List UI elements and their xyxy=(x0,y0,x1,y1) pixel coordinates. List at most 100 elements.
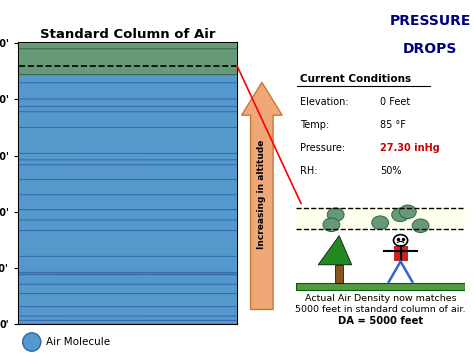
Circle shape xyxy=(0,57,474,83)
Circle shape xyxy=(0,180,474,206)
Circle shape xyxy=(0,230,474,256)
Circle shape xyxy=(0,249,474,275)
Circle shape xyxy=(0,171,474,197)
Circle shape xyxy=(0,227,474,253)
Text: Actual Air Density now matches: Actual Air Density now matches xyxy=(305,294,456,303)
Circle shape xyxy=(0,290,474,316)
Polygon shape xyxy=(318,235,352,265)
Circle shape xyxy=(327,208,344,221)
Circle shape xyxy=(0,41,474,66)
Circle shape xyxy=(0,224,474,249)
Circle shape xyxy=(0,228,474,254)
Circle shape xyxy=(0,239,474,265)
Circle shape xyxy=(0,215,474,241)
Circle shape xyxy=(0,134,474,160)
Circle shape xyxy=(0,65,474,91)
Circle shape xyxy=(0,278,474,304)
Circle shape xyxy=(0,57,474,83)
Circle shape xyxy=(0,110,474,136)
Circle shape xyxy=(0,260,474,286)
Circle shape xyxy=(0,225,474,251)
Circle shape xyxy=(0,258,474,284)
Circle shape xyxy=(0,300,474,326)
Circle shape xyxy=(0,221,474,247)
Circle shape xyxy=(0,220,474,246)
Circle shape xyxy=(0,247,474,273)
Circle shape xyxy=(0,207,474,233)
Circle shape xyxy=(0,95,474,121)
Circle shape xyxy=(0,130,474,156)
Text: 50%: 50% xyxy=(380,166,402,176)
Circle shape xyxy=(0,181,474,207)
Bar xyxy=(19,43,237,66)
Circle shape xyxy=(0,247,474,273)
Bar xyxy=(296,283,465,290)
Circle shape xyxy=(0,211,474,237)
Circle shape xyxy=(0,293,474,319)
Circle shape xyxy=(0,41,474,67)
Circle shape xyxy=(0,152,474,178)
Circle shape xyxy=(23,333,41,351)
Circle shape xyxy=(0,157,474,183)
Circle shape xyxy=(372,216,389,230)
Circle shape xyxy=(0,267,474,293)
Circle shape xyxy=(0,129,474,154)
Circle shape xyxy=(0,282,474,308)
Circle shape xyxy=(0,292,474,318)
Circle shape xyxy=(0,299,474,325)
Circle shape xyxy=(0,226,474,252)
Title: Standard Column of Air: Standard Column of Air xyxy=(40,28,216,41)
Circle shape xyxy=(0,262,474,288)
Circle shape xyxy=(0,185,474,211)
Circle shape xyxy=(0,230,474,256)
Circle shape xyxy=(0,275,474,301)
Text: 0 Feet: 0 Feet xyxy=(380,98,410,108)
Circle shape xyxy=(0,211,474,237)
Circle shape xyxy=(0,37,474,63)
Circle shape xyxy=(0,184,474,210)
Text: DA = 5000 feet: DA = 5000 feet xyxy=(338,316,423,326)
Circle shape xyxy=(0,169,474,195)
Circle shape xyxy=(0,131,474,157)
FancyArrow shape xyxy=(242,82,282,310)
Circle shape xyxy=(0,220,474,246)
Circle shape xyxy=(0,120,474,146)
Bar xyxy=(335,265,343,283)
Circle shape xyxy=(0,216,474,242)
Circle shape xyxy=(393,235,408,246)
Circle shape xyxy=(0,236,474,261)
Circle shape xyxy=(0,208,474,234)
Text: 5000 feet in standard column of air.: 5000 feet in standard column of air. xyxy=(295,305,465,314)
Bar xyxy=(296,208,465,229)
Text: Elevation:: Elevation: xyxy=(301,98,349,108)
Circle shape xyxy=(0,182,474,208)
Circle shape xyxy=(0,214,474,240)
Circle shape xyxy=(392,208,409,222)
Circle shape xyxy=(0,283,474,309)
Circle shape xyxy=(0,36,474,62)
Text: 27.30 inHg: 27.30 inHg xyxy=(380,143,440,153)
Circle shape xyxy=(0,73,474,99)
Circle shape xyxy=(0,127,474,153)
Circle shape xyxy=(0,273,474,298)
Circle shape xyxy=(0,290,474,316)
Circle shape xyxy=(412,219,429,233)
Circle shape xyxy=(0,265,474,290)
Circle shape xyxy=(0,268,474,293)
Circle shape xyxy=(0,243,474,269)
Circle shape xyxy=(0,133,474,159)
Text: DROPS: DROPS xyxy=(403,42,457,56)
Circle shape xyxy=(0,179,474,205)
Text: Pressure:: Pressure: xyxy=(301,143,346,153)
Circle shape xyxy=(0,107,474,132)
Circle shape xyxy=(0,262,474,288)
Text: 85 °F: 85 °F xyxy=(380,120,406,130)
Bar xyxy=(393,246,408,261)
Circle shape xyxy=(0,183,474,209)
Circle shape xyxy=(0,260,474,286)
Circle shape xyxy=(0,282,474,308)
Circle shape xyxy=(0,49,474,75)
Circle shape xyxy=(0,248,474,274)
Circle shape xyxy=(0,154,474,180)
Text: Current Conditions: Current Conditions xyxy=(301,74,411,84)
